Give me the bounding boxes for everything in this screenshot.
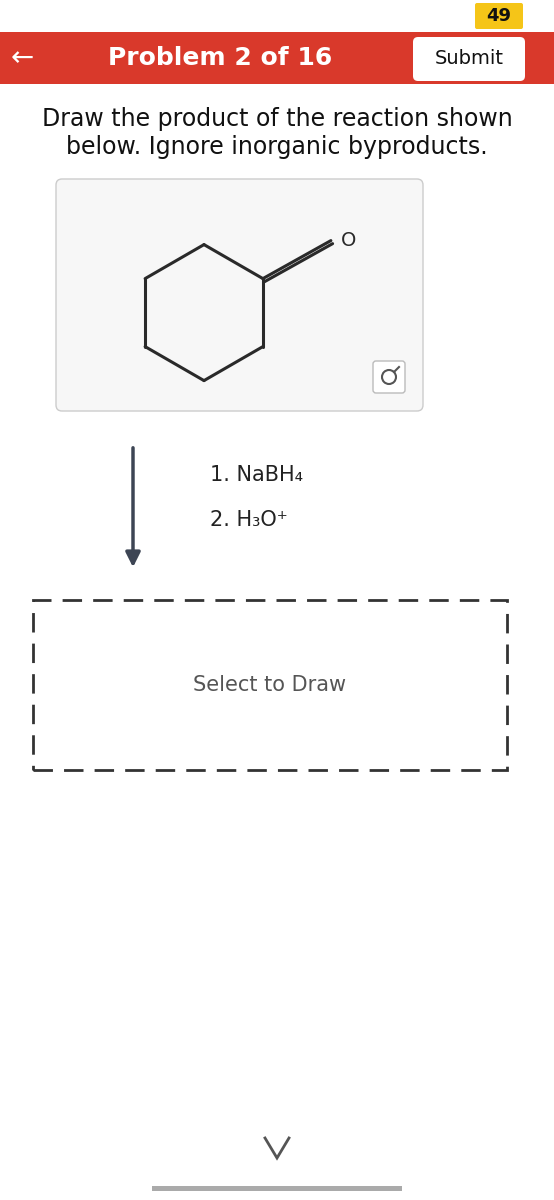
Bar [152,1186,402,1190]
Text: Submit: Submit [434,49,504,68]
Text: 1. NaBH₄: 1. NaBH₄ [210,464,303,485]
Bar [33,600,507,770]
Text: Draw the product of the reaction shown: Draw the product of the reaction shown [42,107,512,131]
FancyBboxPatch shape [475,2,523,29]
Bar [0,32,554,84]
Text: below. Ignore inorganic byproducts.: below. Ignore inorganic byproducts. [66,134,488,158]
FancyBboxPatch shape [56,179,423,410]
FancyBboxPatch shape [373,361,405,392]
Text: O: O [341,232,356,250]
Text: Problem 2 of 16: Problem 2 of 16 [108,46,332,70]
Text: 49: 49 [486,7,511,25]
Text: ←: ← [11,44,34,72]
Bar [0,0,554,32]
FancyBboxPatch shape [413,37,525,80]
Text: Select to Draw: Select to Draw [193,674,347,695]
Text: 2. H₃O⁺: 2. H₃O⁺ [210,510,288,530]
